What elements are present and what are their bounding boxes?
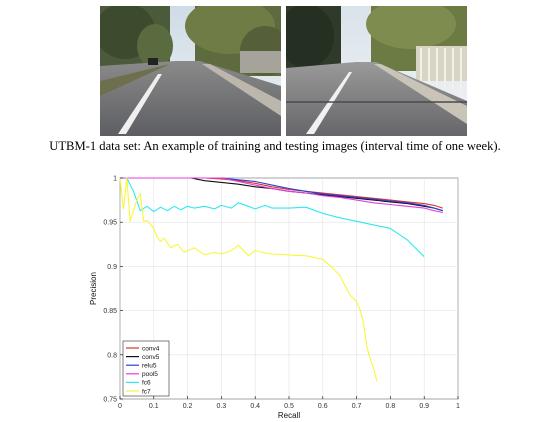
y-axis-label: Precision — [89, 272, 98, 305]
x-tick-label: 0.4 — [250, 403, 260, 410]
x-tick-label: 0.5 — [284, 403, 294, 410]
series-line-relu5 — [120, 177, 443, 212]
legend-label-conv4: conv4 — [142, 345, 160, 352]
y-tick-label: 0.8 — [107, 352, 117, 359]
x-tick-label: 0.9 — [419, 403, 429, 410]
road-photo-testing-icon — [286, 6, 467, 136]
x-tick-label: 1 — [456, 403, 460, 410]
road-photo-training-icon — [100, 6, 281, 136]
x-axis-label: Recall — [278, 411, 300, 420]
x-tick-label: 0.6 — [318, 403, 328, 410]
y-tick-label: 1 — [113, 176, 117, 183]
figure-caption: UTBM-1 data set: An example of training … — [49, 139, 501, 153]
legend-label-fc7: fc7 — [142, 388, 151, 395]
series-line-fc6 — [126, 177, 425, 258]
x-tick-label: 0.3 — [217, 403, 227, 410]
series-line-pool5 — [120, 177, 443, 214]
x-tick-label: 0.1 — [149, 403, 159, 410]
legend-label-pool5: pool5 — [142, 371, 158, 378]
legend-box — [122, 340, 170, 397]
testing-image — [286, 6, 467, 136]
legend-label-conv5: conv5 — [142, 354, 160, 361]
x-tick-label: 0.2 — [183, 403, 193, 410]
x-tick-label: 0.7 — [352, 403, 362, 410]
series-line-fc7 — [119, 177, 378, 382]
y-tick-label: 0.9 — [107, 264, 117, 271]
y-tick-label: 0.95 — [103, 220, 117, 227]
series-layer — [119, 177, 443, 382]
legend-label-fc6: fc6 — [142, 380, 151, 387]
y-tick-label: 0.85 — [103, 308, 117, 315]
x-tick-label: 0 — [118, 403, 122, 410]
legend-label-relu5: relu5 — [142, 363, 157, 370]
axes: 0 0.1 0.2 0.3 0.4 0.5 0.6 0.7 0.8 0.9 1 0.75 0.8 0.85… — [103, 176, 460, 411]
grid-lines — [119, 177, 459, 400]
x-tick-label: 0.8 — [386, 403, 396, 410]
precision-recall-chart: 0 0.1 0.2 0.3 0.4 0.5 0.6 0.7 0.8 0.9 1 0.75 0.8 0.85… — [89, 176, 460, 421]
training-image — [100, 6, 281, 136]
y-tick-label: 0.75 — [103, 397, 117, 404]
